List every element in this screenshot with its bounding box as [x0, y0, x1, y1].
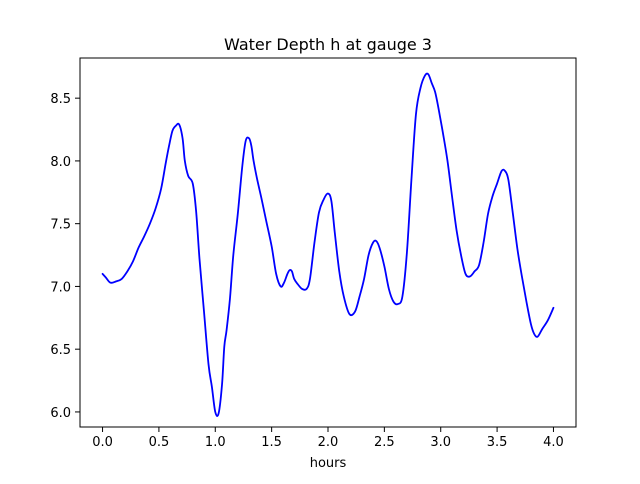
x-tick-label: 2.0: [318, 435, 339, 450]
y-axis-ticks: 6.0 6.5 7.0 7.5 8.0 8.5: [50, 92, 80, 421]
y-tick-label: 8.5: [50, 92, 71, 107]
series-layer: [101, 72, 555, 417]
y-tick-label: 7.0: [50, 280, 71, 295]
y-tick-label: 6.5: [50, 343, 71, 358]
x-tick-label: 0.0: [92, 435, 113, 450]
x-tick-label: 3.5: [487, 435, 508, 450]
x-axis-ticks: 0.0 0.5 1.0 1.5 2.0 2.5 3.0 3.5 4.0: [92, 427, 564, 450]
x-tick-label: 4.0: [543, 435, 564, 450]
x-tick-label: 0.5: [149, 435, 170, 450]
series-line-0: [101, 72, 555, 417]
x-tick-label: 1.0: [205, 435, 226, 450]
y-tick-label: 7.5: [50, 218, 71, 233]
x-tick-label: 1.5: [261, 435, 282, 450]
x-tick-label: 3.0: [430, 435, 451, 450]
chart-title: Water Depth h at gauge 3: [224, 35, 432, 54]
y-tick-label: 6.0: [50, 406, 71, 421]
x-tick-label: 2.5: [374, 435, 395, 450]
x-axis-label: hours: [310, 456, 347, 471]
y-tick-label: 8.0: [50, 155, 71, 170]
